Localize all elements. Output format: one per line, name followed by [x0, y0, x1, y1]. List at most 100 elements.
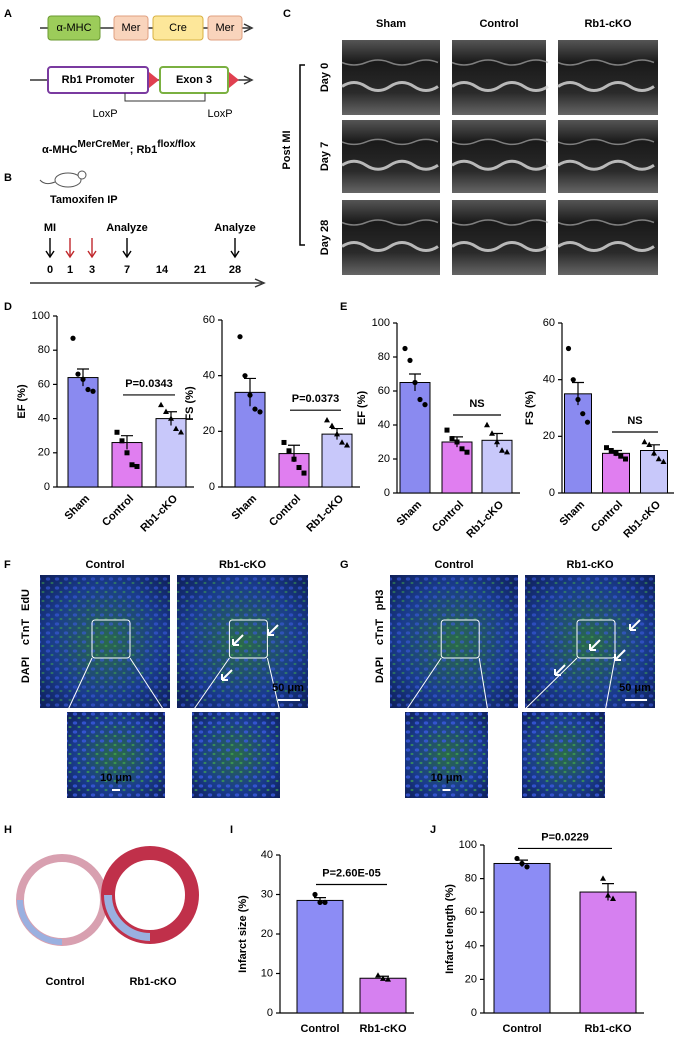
fluorescence-texture [40, 575, 170, 708]
echo-wave [557, 138, 655, 146]
bar [296, 899, 344, 1014]
x-tick-label: Rb1-cKO [304, 492, 346, 534]
decoration [87, 250, 97, 259]
x-tick-label: Control [100, 493, 136, 529]
data-point [380, 975, 386, 981]
data-point [613, 450, 619, 456]
y-tick-label: 40 [38, 413, 50, 425]
echo-wave [557, 81, 655, 92]
y-axis-label: FS (%) [524, 391, 536, 426]
data-point [134, 463, 140, 469]
data-point [334, 430, 340, 437]
y-tick-label: 20 [261, 928, 273, 940]
data-point [484, 421, 490, 428]
data-point [119, 438, 125, 444]
echo-image [558, 40, 658, 115]
data-point [454, 439, 460, 445]
fluorescence-texture [405, 712, 488, 798]
bar [579, 891, 637, 1014]
echo-wave [451, 159, 549, 171]
genotype-part: ; Rb1 [130, 144, 158, 156]
x-tick-label: Rb1-cKO [621, 498, 663, 540]
y-axis-label: EF (%) [16, 384, 28, 419]
scale-label: 10 μm [431, 772, 463, 784]
data-point [660, 458, 667, 465]
decoration [299, 64, 305, 246]
genotype-sup: MerCreMer [77, 139, 129, 150]
data-point [312, 891, 318, 898]
echo-wave [557, 241, 655, 252]
data-point [651, 450, 657, 456]
stain-label: EdU [20, 589, 32, 611]
decoration [589, 639, 601, 651]
day-label: 3 [89, 264, 95, 276]
echo-image [342, 120, 440, 193]
construct-box [152, 15, 204, 41]
construct-box [207, 15, 243, 41]
x-tick-label: Sham [557, 499, 587, 529]
bar [441, 441, 473, 494]
y-axis-label: Infarct length (%) [444, 884, 456, 974]
significance-label: NS [469, 398, 484, 410]
construct-box [159, 66, 229, 94]
construct-label: Mer [216, 22, 235, 34]
data-point [237, 334, 243, 340]
treatment-label: Tamoxifen IP [50, 194, 118, 206]
event-label: MI [44, 222, 56, 234]
data-point [623, 456, 628, 462]
y-axis-label: EF (%) [356, 391, 368, 426]
data-point [80, 376, 86, 382]
y-tick-label: 60 [543, 317, 555, 329]
decoration [122, 250, 132, 259]
genotype-part: α-MHC [42, 144, 78, 156]
stain-label: DAPI [374, 657, 386, 683]
decoration [221, 669, 233, 681]
column-header: Rb1-cKO [584, 18, 632, 30]
data-point [324, 417, 330, 423]
data-point [375, 972, 381, 978]
y-tick-label: 30 [261, 888, 273, 900]
y-tick-label: 0 [209, 481, 215, 493]
bar [234, 391, 266, 488]
bar [359, 977, 407, 1014]
decoration [554, 664, 566, 676]
fluorescence-texture [525, 575, 655, 708]
data-point [257, 409, 263, 415]
data-point [565, 345, 572, 352]
bar [564, 393, 592, 494]
decoration [243, 75, 254, 85]
stain-label: cTnT [374, 619, 386, 646]
echo-wave [557, 59, 655, 66]
significance-label: P=0.0373 [292, 393, 339, 405]
y-tick-label: 80 [465, 873, 477, 885]
y-tick-label: 0 [384, 487, 390, 499]
echo-wave [451, 241, 549, 252]
echo-image [342, 40, 440, 115]
stain-label: pH3 [374, 590, 386, 611]
panel-letter: B [4, 172, 12, 184]
bar [493, 862, 551, 1014]
fluorescence-texture [192, 712, 280, 798]
group-label: Post MI [281, 130, 293, 169]
infarct-region [104, 894, 151, 941]
data-point [178, 429, 184, 435]
echo-wave [557, 219, 655, 226]
zoom-line [129, 657, 166, 713]
panel-letter: J [430, 824, 436, 836]
panel-letter: G [340, 559, 349, 571]
day-label: 21 [194, 264, 206, 276]
y-tick-label: 10 [261, 967, 273, 979]
fluorescence-texture [390, 575, 518, 708]
bar [481, 439, 513, 494]
echo-wave [451, 138, 549, 146]
y-tick-label: 0 [44, 481, 50, 493]
x-tick-label: Sham [62, 493, 92, 523]
y-tick-label: 20 [38, 447, 50, 459]
panel-letter: I [230, 824, 233, 836]
y-tick-label: 60 [378, 385, 390, 397]
zoom-line [66, 657, 93, 713]
echo-image [558, 200, 658, 275]
x-tick-label: Rb1-cKO [464, 498, 506, 540]
data-point [618, 453, 624, 459]
x-tick-label: Control [430, 499, 466, 535]
